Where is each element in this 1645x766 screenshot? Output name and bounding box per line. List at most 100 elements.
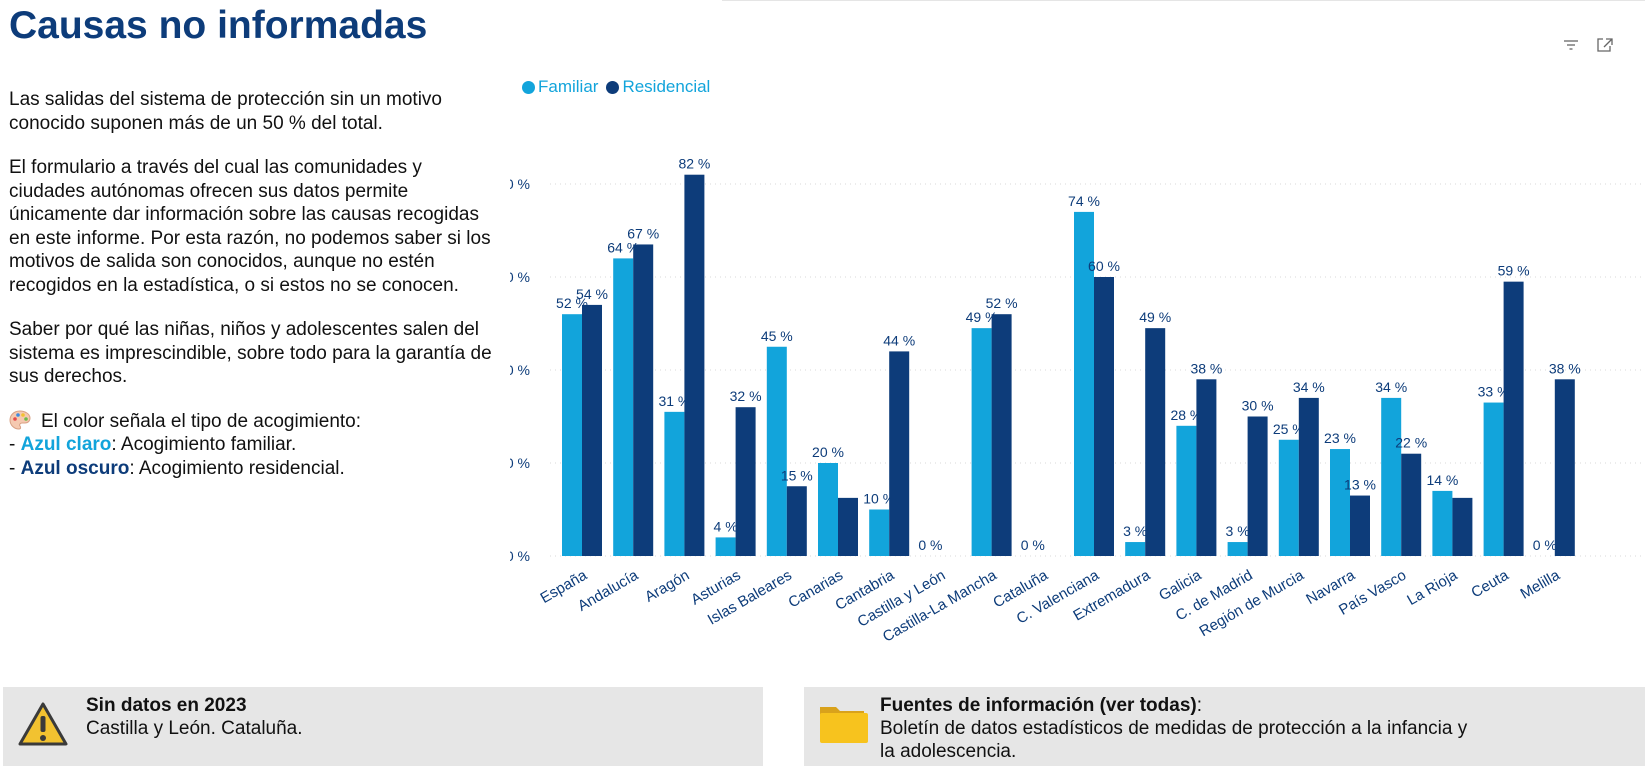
bar-residencial: [582, 304, 602, 556]
bar-familiar: [1483, 402, 1504, 556]
bar-familiar: [1432, 490, 1453, 556]
intro-paragraph-2: El formulario a través del cual las comu…: [9, 157, 491, 296]
visual-header-icons: [1562, 37, 1614, 53]
bar-familiar: [715, 537, 736, 556]
data-label: 52 %: [986, 295, 1018, 311]
chart-legend: Familiar Residencial: [522, 77, 710, 97]
focus-mode-icon[interactable]: [1596, 37, 1614, 53]
data-label: 44 %: [883, 332, 915, 348]
data-label: 38 %: [1549, 360, 1581, 376]
bar-familiar: [1125, 542, 1146, 556]
legend-label-familiar: Familiar: [538, 77, 599, 96]
bar-residencial: [1247, 416, 1268, 556]
legend-item-residencial[interactable]: Residencial: [606, 77, 710, 97]
bar-residencial: [1298, 397, 1319, 556]
bar-familiar: [818, 463, 838, 556]
folder-icon: [818, 701, 870, 750]
filter-icon[interactable]: [1562, 37, 1580, 53]
data-label: 0 %: [918, 537, 942, 553]
warning-icon: [17, 701, 69, 752]
sources-colon: :: [1196, 695, 1203, 716]
data-label: 52 %: [556, 295, 588, 311]
data-label: 34 %: [1375, 379, 1407, 395]
y-tick-label: 20 %: [510, 455, 530, 471]
bar-familiar: [1381, 397, 1402, 556]
bar-familiar: [869, 509, 890, 556]
data-label: 45 %: [761, 328, 793, 344]
data-label: 13 %: [1344, 477, 1376, 493]
sources-body-line1: Boletín de datos estadísticos de medidas…: [880, 718, 1468, 739]
data-label: 0 %: [1021, 537, 1045, 553]
bar-familiar: [562, 314, 582, 556]
bar-residencial: [786, 486, 807, 556]
data-label: 49 %: [1139, 309, 1171, 325]
color-note-heading: El color señala el tipo de acogimiento:: [41, 410, 362, 432]
bar-residencial: [633, 244, 654, 556]
bar-familiar: [971, 328, 992, 556]
sources-link[interactable]: Fuentes de información (ver todas): [880, 695, 1197, 716]
data-label: 28 %: [1170, 407, 1202, 423]
bar-residencial: [1145, 328, 1166, 556]
data-label: 32 %: [730, 388, 762, 404]
intro-text: Las salidas del sistema de protección si…: [9, 88, 494, 480]
data-label: 4 %: [714, 518, 738, 534]
sources-notice: Fuentes de información (ver todas): Bole…: [804, 687, 1645, 766]
bar-residencial: [1452, 497, 1473, 556]
data-label: 74 %: [1068, 193, 1100, 209]
color-note-light-prefix: -: [9, 434, 21, 455]
bar-residencial: [735, 407, 756, 556]
data-label: 15 %: [781, 467, 813, 483]
data-label: 64 %: [607, 239, 639, 255]
data-label: 54 %: [576, 286, 608, 302]
data-label: 3 %: [1226, 523, 1250, 539]
data-label: 22 %: [1395, 435, 1427, 451]
legend-item-familiar[interactable]: Familiar: [522, 77, 598, 97]
x-tick-label: La Rioja: [1404, 566, 1461, 609]
data-label: 14 %: [1426, 472, 1458, 488]
legend-dot-residencial: [606, 80, 620, 94]
y-tick-label: 80 %: [510, 176, 530, 192]
color-note-dark-prefix: -: [9, 457, 21, 479]
bar-residencial: [1196, 379, 1217, 556]
y-tick-label: 40 %: [510, 362, 530, 378]
y-tick-label: 0 %: [510, 548, 530, 564]
legend-dot-familiar: [522, 80, 535, 94]
missing-data-title: Sin datos en 2023: [86, 695, 247, 716]
missing-data-notice: Sin datos en 2023 Castilla y León. Catal…: [3, 687, 763, 766]
bar-familiar: [1176, 425, 1197, 556]
data-label: 82 %: [678, 156, 710, 172]
color-note-light-desc: : Acogimiento familiar.: [111, 434, 297, 455]
data-label: 23 %: [1324, 430, 1356, 446]
bar-residencial: [684, 174, 705, 556]
bar-familiar: [1227, 542, 1248, 556]
bar-familiar: [613, 258, 634, 556]
bar-residencial: [991, 314, 1012, 556]
legend-label-residencial: Residencial: [622, 77, 711, 96]
intro-paragraph-3: Saber por qué las niñas, niños y adolesc…: [9, 319, 492, 387]
bar-familiar: [766, 346, 787, 556]
color-note-light-label: Azul claro: [20, 434, 112, 455]
data-label: 25 %: [1273, 421, 1305, 437]
data-label: 10 %: [863, 491, 895, 507]
color-note-dark-label: Azul oscuro: [20, 457, 130, 479]
data-label: 33 %: [1478, 384, 1510, 400]
data-label: 67 %: [627, 225, 659, 241]
bar-familiar: [1074, 211, 1094, 556]
data-label: 31 %: [658, 393, 690, 409]
x-tick-label: Aragón: [642, 567, 692, 606]
intro-paragraph-1: Las salidas del sistema de protección si…: [9, 89, 443, 134]
bar-residencial: [1401, 453, 1422, 556]
palette-icon: [9, 409, 31, 430]
color-note: El color señala el tipo de acogimiento: …: [9, 409, 494, 481]
bar-familiar: [1330, 449, 1350, 556]
sources-body-line2: la adolescencia.: [880, 741, 1017, 762]
data-label: 30 %: [1242, 398, 1274, 414]
bar-residencial: [1554, 379, 1575, 556]
data-label: 38 %: [1190, 360, 1222, 376]
color-note-dark-desc: : Acogimiento residencial.: [129, 457, 345, 479]
top-divider: [722, 0, 1645, 1]
data-label: 20 %: [812, 444, 844, 460]
page-title: Causas no informadas: [9, 4, 428, 47]
x-tick-label: Ceuta: [1468, 566, 1512, 601]
